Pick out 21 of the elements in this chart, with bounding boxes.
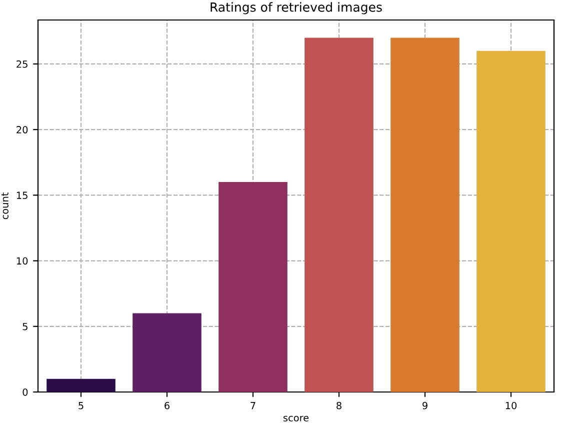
y-tick-label: 10 (16, 257, 28, 265)
x-tick-label: 5 (78, 402, 84, 410)
y-axis-title: count (2, 192, 8, 220)
bar (132, 313, 202, 392)
x-axis-title: score (283, 416, 309, 422)
bar (390, 38, 460, 392)
y-tick-label: 0 (22, 388, 28, 396)
bar (304, 38, 374, 392)
chart-title: Ratings of retrieved images (210, 2, 382, 14)
x-tick-label: 9 (422, 402, 428, 410)
y-tick-label: 25 (16, 60, 28, 68)
bar (218, 182, 288, 392)
x-tick-label: 7 (250, 402, 256, 410)
y-tick-label: 5 (22, 322, 28, 330)
x-tick-label: 8 (336, 402, 342, 410)
x-tick-label: 6 (164, 402, 170, 410)
y-tick-label: 15 (16, 192, 28, 200)
bar (476, 50, 546, 392)
bar (46, 378, 116, 392)
x-tick-label: 10 (506, 402, 517, 410)
y-tick-label: 20 (16, 126, 28, 134)
